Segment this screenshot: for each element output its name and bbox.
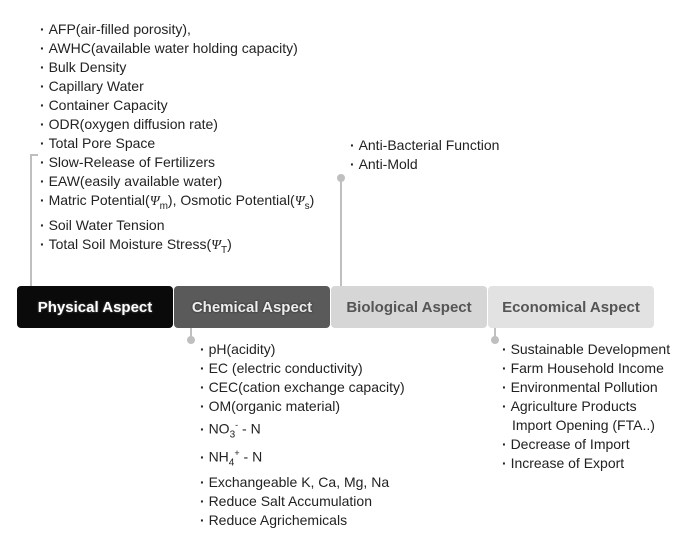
list-chemical: pH(acidity) EC (electric conductivity) C…	[200, 340, 520, 530]
list-item: OM(organic material)	[200, 397, 520, 416]
list-item: ODR(oxygen diffusion rate)	[40, 115, 400, 134]
list-item: Soil Water Tension	[40, 216, 400, 235]
list-item: NH4+ - N	[200, 444, 520, 472]
list-item: Container Capacity	[40, 96, 400, 115]
list-item: Reduce Salt Accumulation	[200, 492, 520, 511]
list-item: Sustainable Development	[502, 340, 677, 359]
tab-chemical[interactable]: Chemical Aspect	[174, 286, 330, 328]
list-item: Decrease of Import	[502, 435, 677, 454]
list-economical: Sustainable Development Farm Household I…	[502, 340, 677, 473]
list-item: Anti-Mold	[350, 155, 630, 174]
aspect-tabs: Physical Aspect Chemical Aspect Biologic…	[17, 286, 654, 328]
leader-physical-left	[30, 154, 32, 286]
leader-chemical-cap	[187, 336, 195, 344]
list-item: Total Pore Space	[40, 134, 400, 153]
list-item: Reduce Agrichemicals	[200, 511, 520, 530]
list-item: Capillary Water	[40, 77, 400, 96]
list-item: NO3- - N	[200, 416, 520, 444]
list-item: Farm Household Income	[502, 359, 677, 378]
leader-physical-top	[30, 154, 38, 156]
list-item: Agriculture Products	[502, 397, 677, 416]
list-item: AWHC(available water holding capacity)	[40, 39, 400, 58]
list-item: Matric Potential(Ψm), Osmotic Potential(…	[40, 191, 400, 216]
tab-economical[interactable]: Economical Aspect	[488, 286, 654, 328]
tab-biological[interactable]: Biological Aspect	[331, 286, 487, 328]
list-item-cont: Import Opening (FTA..)	[502, 416, 677, 435]
list-item: AFP(air-filled porosity),	[40, 20, 400, 39]
list-item: pH(acidity)	[200, 340, 520, 359]
list-item: Bulk Density	[40, 58, 400, 77]
list-item: Environmental Pollution	[502, 378, 677, 397]
list-biological: Anti-Bacterial Function Anti-Mold	[350, 136, 630, 174]
tab-physical[interactable]: Physical Aspect	[17, 286, 173, 328]
list-item: Anti-Bacterial Function	[350, 136, 630, 155]
list-item: EAW(easily available water)	[40, 172, 400, 191]
list-item: EC (electric conductivity)	[200, 359, 520, 378]
list-item: Total Soil Moisture Stress(ΨT)	[40, 235, 400, 260]
list-item: Exchangeable K, Ca, Mg, Na	[200, 473, 520, 492]
list-physical: AFP(air-filled porosity), AWHC(available…	[40, 20, 400, 260]
list-item: Slow-Release of Fertilizers	[40, 153, 400, 172]
list-item: Increase of Export	[502, 454, 677, 473]
list-item: CEC(cation exchange capacity)	[200, 378, 520, 397]
